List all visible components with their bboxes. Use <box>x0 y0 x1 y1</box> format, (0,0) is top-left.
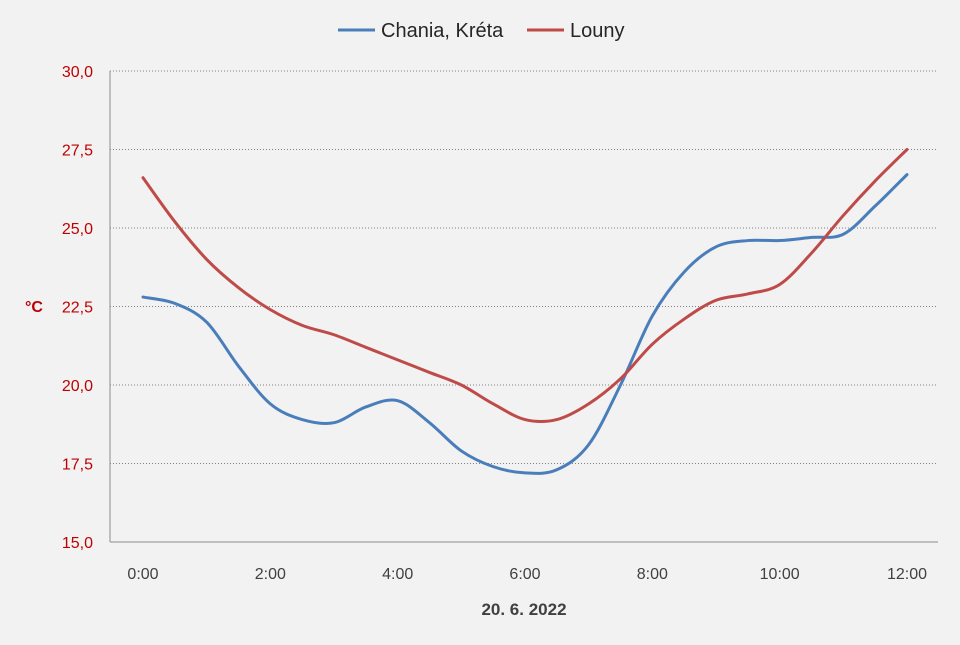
y-tick-label: 15,0 <box>62 535 93 552</box>
legend-label-chania-kr-ta: Chania, Kréta <box>381 20 504 42</box>
x-axis-title: 20. 6. 2022 <box>481 600 566 619</box>
y-tick-label: 17,5 <box>62 457 93 474</box>
x-tick-label: 10:00 <box>760 566 800 583</box>
series-line-chania-kr-ta <box>141 173 909 475</box>
x-tick-label: 0:00 <box>127 566 158 583</box>
x-tick-label: 4:00 <box>382 566 413 583</box>
gridlines <box>110 70 938 464</box>
x-tick-label: 12:00 <box>887 566 927 583</box>
x-tick-label: 2:00 <box>255 566 286 583</box>
y-tick-label: 25,0 <box>62 221 93 238</box>
y-tick-label: 27,5 <box>62 143 93 160</box>
y-axis-title: °C <box>25 299 43 316</box>
y-tick-label: 22,5 <box>62 300 93 317</box>
legend-label-louny: Louny <box>570 20 625 42</box>
y-tick-label: 30,0 <box>62 64 93 81</box>
series-line-louny <box>141 148 909 424</box>
axes: 15,0 17,5 20,0 22,5 25,0 27,5 30,0 0:00 2:00 4:00… <box>62 64 938 583</box>
x-tick-label: 8:00 <box>637 566 668 583</box>
series-lines <box>141 148 909 475</box>
legend: Chania, Kréta Louny <box>338 20 625 42</box>
x-tick-label: 6:00 <box>509 566 540 583</box>
y-tick-label: 20,0 <box>62 378 93 395</box>
